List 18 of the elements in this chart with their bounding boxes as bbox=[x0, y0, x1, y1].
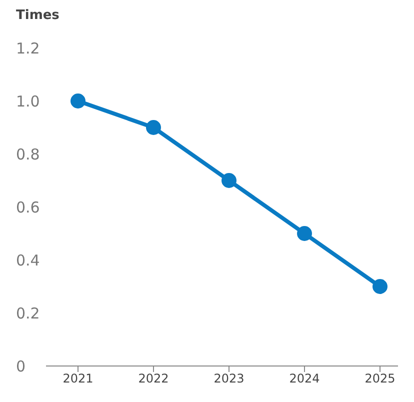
y-tick-label: 1.2 bbox=[16, 39, 40, 58]
x-tick-label: 2024 bbox=[289, 372, 320, 386]
y-tick-label: 0.8 bbox=[16, 145, 40, 164]
y-tick-label: 0 bbox=[16, 357, 26, 376]
x-tick-label: 2021 bbox=[62, 372, 94, 386]
point bbox=[146, 120, 161, 135]
y-axis-title: Times bbox=[15, 8, 60, 25]
y-tick-label: 0.2 bbox=[16, 304, 40, 322]
x-tick-label: 2022 bbox=[138, 372, 169, 386]
point bbox=[297, 226, 312, 241]
x-tick-label: 2023 bbox=[214, 372, 244, 386]
point bbox=[70, 94, 86, 108]
x-tick-label: 2025 bbox=[364, 372, 396, 386]
y-tick-label: 1.0 bbox=[16, 92, 40, 110]
y-tick-label: 0.6 bbox=[16, 198, 40, 216]
point bbox=[222, 173, 236, 188]
y-tick-label: 0.4 bbox=[16, 251, 40, 270]
point bbox=[372, 279, 388, 294]
